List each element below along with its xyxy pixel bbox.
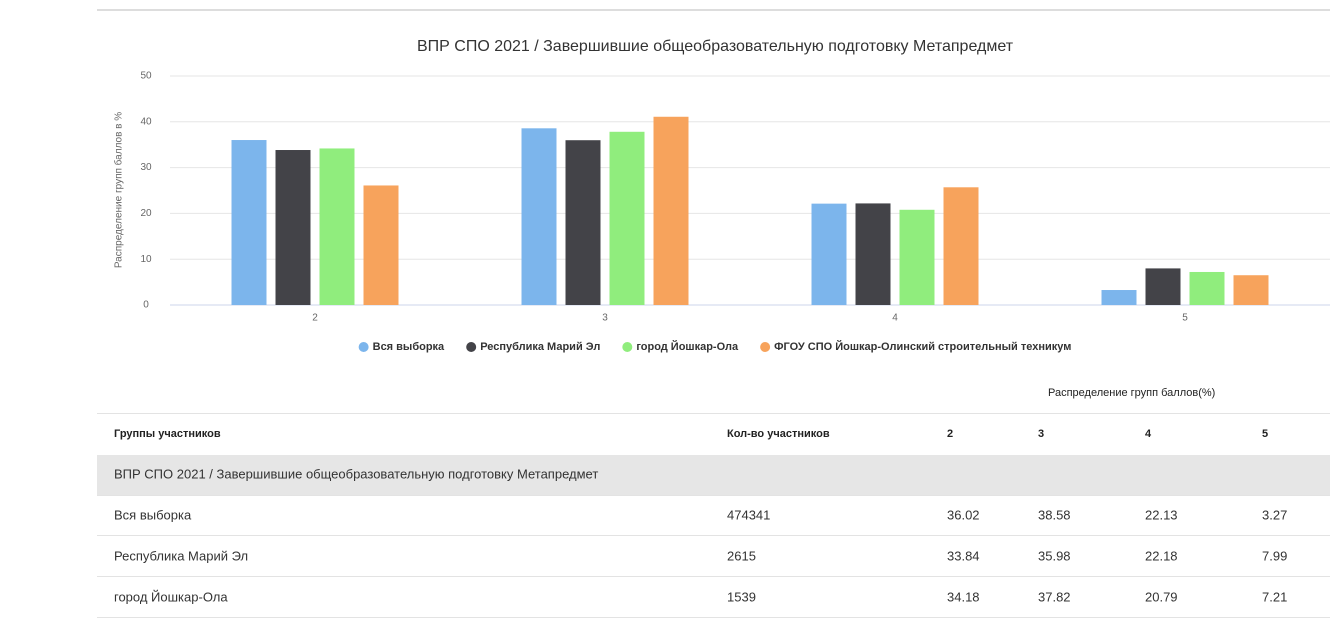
- bar: [1145, 268, 1181, 305]
- bar: [319, 148, 355, 305]
- legend-label: город Йошкар-Ола: [636, 340, 739, 353]
- legend-label: ФГОУ СПО Йошкар-Олинский строительный те…: [774, 340, 1071, 353]
- x-tick-label: 4: [892, 313, 898, 324]
- table-cell: 20.79: [1145, 589, 1178, 605]
- group-row: [97, 455, 1330, 496]
- table-cell: 38.58: [1038, 507, 1071, 523]
- column-header: Группы участников: [114, 428, 221, 440]
- y-tick-label: 40: [140, 116, 152, 127]
- column-header: Кол-во участников: [727, 428, 830, 440]
- table-cell: город Йошкар-Ола: [114, 589, 228, 605]
- table-cell: 34.18: [947, 589, 980, 605]
- table-cell: 7.99: [1262, 548, 1288, 564]
- bar: [899, 209, 935, 305]
- table-cell: 22.13: [1145, 507, 1178, 523]
- table-cell: Вся выборка: [114, 507, 192, 523]
- legend-marker: [622, 342, 633, 352]
- bar: [275, 150, 311, 305]
- x-tick-label: 2: [312, 313, 318, 324]
- table-cell: Республика Марий Эл: [114, 548, 249, 564]
- legend-marker: [466, 342, 477, 352]
- table-cell: 22.18: [1145, 548, 1178, 564]
- bar: [811, 203, 847, 305]
- table-cell: 36.02: [947, 507, 980, 523]
- bar: [231, 140, 267, 305]
- x-tick-label: 5: [1182, 313, 1188, 324]
- chart: ВПР СПО 2021 / Завершившие общеобразоват…: [97, 9, 1330, 353]
- legend-marker: [358, 342, 369, 352]
- legend-label: Вся выборка: [373, 341, 445, 353]
- bar: [565, 140, 601, 305]
- table-cell: 35.98: [1038, 548, 1071, 564]
- bar: [943, 187, 979, 305]
- bar: [521, 128, 557, 305]
- bar: [855, 203, 891, 305]
- y-tick-label: 10: [140, 254, 152, 265]
- y-axis-label: Распределение групп баллов в %: [113, 112, 125, 268]
- super-header: Распределение групп баллов(%): [1048, 387, 1216, 399]
- table-row: [97, 536, 1330, 577]
- table-cell: 33.84: [947, 548, 980, 564]
- x-tick-label: 3: [602, 313, 608, 324]
- table-cell: 37.82: [1038, 589, 1071, 605]
- y-tick-label: 30: [140, 162, 152, 173]
- group-label: ВПР СПО 2021 / Завершившие общеобразоват…: [114, 466, 599, 482]
- table-cell: 2615: [727, 548, 756, 564]
- bar: [1101, 290, 1137, 305]
- column-header: 2: [947, 428, 954, 440]
- column-header: 3: [1038, 428, 1045, 440]
- table-cell: 1539: [727, 589, 756, 605]
- table-row: [97, 495, 1330, 536]
- y-tick-label: 50: [140, 71, 152, 82]
- bar: [363, 185, 399, 305]
- table-cell: 3.27: [1262, 507, 1288, 523]
- bar: [1189, 271, 1225, 305]
- y-tick-label: 0: [143, 300, 149, 311]
- y-tick-label: 20: [140, 208, 152, 219]
- chart-title: ВПР СПО 2021 / Завершившие общеобразоват…: [417, 38, 1014, 55]
- column-header: 4: [1145, 428, 1152, 440]
- bar: [1233, 275, 1269, 305]
- legend-marker: [760, 342, 771, 352]
- table-cell: 474341: [727, 507, 771, 523]
- bar: [653, 116, 689, 306]
- bar: [609, 131, 645, 305]
- legend-label: Республика Марий Эл: [480, 341, 600, 353]
- table-cell: 7.21: [1262, 589, 1288, 605]
- column-header: 5: [1262, 428, 1269, 440]
